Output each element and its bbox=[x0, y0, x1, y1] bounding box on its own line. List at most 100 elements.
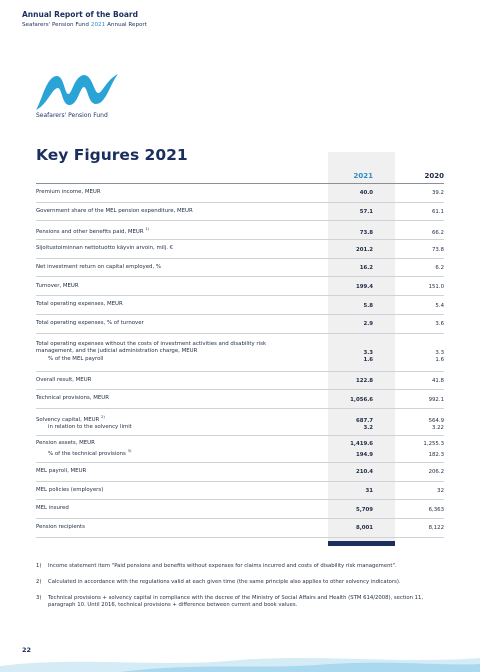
value-2021: 1,419.6 bbox=[350, 440, 373, 447]
column-header: 2020 bbox=[424, 172, 444, 180]
row-label: MEL policies (employers) bbox=[36, 487, 276, 494]
value-2020: 182.3 bbox=[428, 451, 444, 458]
label-text: Technical provisions, MEUR bbox=[36, 395, 109, 402]
header-rule bbox=[36, 183, 444, 184]
value-2020: 32 bbox=[437, 488, 444, 494]
row-line: Premium income, MEUR 40.0 39.2 bbox=[36, 189, 444, 196]
label-text: Pension assets, MEUR bbox=[36, 439, 95, 446]
row-line: Net investment return on capital employe… bbox=[36, 264, 444, 271]
row-line: in relation to the solvency limit 3.2 3.22 bbox=[36, 424, 444, 431]
value-2021: 40.0 bbox=[359, 190, 373, 197]
row-line: MEL insured 5,709 6,363 bbox=[36, 505, 444, 512]
subtitle-text: Annual Report bbox=[107, 22, 147, 28]
value-2021: 5.8 bbox=[363, 302, 373, 309]
header-title: Annual Report of the Board bbox=[22, 10, 138, 19]
label-text: Net investment return on capital employe… bbox=[36, 263, 162, 270]
row-label: Government share of the MEL pension expe… bbox=[36, 208, 276, 215]
row-label: MEL insured bbox=[36, 505, 276, 512]
table-row: MEL payroll, MEUR 210.4 206.2 bbox=[36, 463, 444, 482]
label-text: Total operating expenses, % of turnover bbox=[36, 320, 144, 327]
row-label: Overall result, MEUR bbox=[36, 377, 276, 384]
row-line: Sijoitustoiminnan nettotuotto käyvin arv… bbox=[36, 245, 444, 252]
row-label: Solvency capital, MEUR 2) bbox=[36, 413, 276, 424]
value-2021: 5,709 bbox=[355, 506, 373, 513]
column-header: 2021 bbox=[353, 172, 373, 180]
row-line: Pensions and other benefits paid, MEUR 1… bbox=[36, 225, 444, 236]
column-highlight bbox=[328, 152, 395, 544]
label-text: Total operating expenses, MEUR bbox=[36, 301, 123, 308]
header-subtitle: Seafarers' Pension Fund 2021 Annual Report bbox=[22, 22, 149, 28]
value-2021: 210.4 bbox=[355, 469, 373, 476]
row-line: Pension recipients 8,001 8,122 bbox=[36, 524, 444, 531]
value-2020: 39.2 bbox=[431, 190, 444, 197]
row-label: Pensions and other benefits paid, MEUR 1… bbox=[36, 225, 276, 236]
value-2020: 66.2 bbox=[431, 229, 444, 236]
value-2021: 3.2 bbox=[363, 424, 373, 431]
table-row: Pension assets, MEUR 1,419.6 1,255.3% of t… bbox=[36, 436, 444, 463]
label-text: Premium income, MEUR bbox=[36, 189, 101, 196]
table-row: Pensions and other benefits paid, MEUR 1… bbox=[36, 221, 444, 241]
row-label: Net investment return on capital employe… bbox=[36, 264, 276, 271]
row-line: Total operating expenses without the cos… bbox=[36, 341, 444, 355]
value-2020: 3.3 bbox=[435, 349, 444, 356]
value-2021: 2.9 bbox=[363, 321, 373, 328]
logo bbox=[36, 74, 118, 110]
table-row: Total operating expenses, MEUR 5.8 5.4 bbox=[36, 296, 444, 315]
label-text: Turnover, MEUR bbox=[36, 282, 79, 289]
logo-text: Seafarers' Pension Fund bbox=[36, 112, 108, 119]
value-2020: 151.0 bbox=[428, 283, 444, 290]
row-line: Total operating expenses, MEUR 5.8 5.4 bbox=[36, 301, 444, 308]
footnote: 1) Income statement item "Paid pensions a… bbox=[36, 563, 444, 570]
row-label: % of the MEL payroll bbox=[36, 356, 288, 363]
row-line: Total operating expenses, % of turnover 2… bbox=[36, 320, 444, 327]
value-2021: 194.9 bbox=[355, 451, 373, 458]
value-2021: 687.7 bbox=[355, 417, 373, 424]
row-line: Pension assets, MEUR 1,419.6 1,255.3 bbox=[36, 440, 444, 447]
label-text: Sijoitustoiminnan nettotuotto käyvin arv… bbox=[36, 245, 174, 252]
table-row: Total operating expenses, % of turnover 2… bbox=[36, 315, 444, 334]
label-text: MEL payroll, MEUR bbox=[36, 468, 87, 475]
row-line: % of the technical provisions 3) 194.9 182… bbox=[36, 447, 444, 458]
value-2020: 6.2 bbox=[435, 265, 444, 272]
row-label: Premium income, MEUR bbox=[36, 189, 276, 196]
row-line: MEL payroll, MEUR 210.4 206.2 bbox=[36, 468, 444, 475]
row-line: % of the MEL payroll 1.6 1.6 bbox=[36, 356, 444, 363]
label-text: MEL policies (employers) bbox=[36, 486, 104, 493]
table-row: Premium income, MEUR 40.0 39.2 bbox=[36, 184, 444, 203]
row-label: % of the technical provisions 3) bbox=[36, 447, 288, 458]
row-label: Pension assets, MEUR bbox=[36, 440, 276, 447]
row-label: MEL payroll, MEUR bbox=[36, 468, 276, 475]
footnote-text: Technical provisions + solvency capital … bbox=[48, 595, 424, 609]
row-line: Turnover, MEUR 199.4 151.0 bbox=[36, 283, 444, 290]
row-label: Total operating expenses without the cos… bbox=[36, 341, 276, 355]
row-label: Pension recipients bbox=[36, 524, 276, 531]
value-2020: 41.8 bbox=[431, 377, 444, 384]
footnote-number: 2) bbox=[36, 579, 42, 585]
table-row: MEL insured 5,709 6,363 bbox=[36, 500, 444, 519]
footnote-number: 3) bbox=[36, 595, 42, 601]
value-2020: 61.1 bbox=[431, 209, 444, 216]
page-number: 22 bbox=[22, 646, 32, 654]
label-text: Government share of the MEL pension expe… bbox=[36, 207, 193, 214]
value-2020: 992.1 bbox=[428, 396, 444, 403]
value-2020: 3.6 bbox=[435, 321, 444, 328]
table-row: Government share of the MEL pension expe… bbox=[36, 203, 444, 222]
row-label: Sijoitustoiminnan nettotuotto käyvin arv… bbox=[36, 245, 276, 252]
column-bar bbox=[328, 541, 395, 546]
subtitle-year: 2021 bbox=[90, 22, 106, 28]
subtitle-text: Seafarers' Pension Fund bbox=[22, 22, 89, 28]
row-line: Technical provisions, MEUR 1,056.6 992.1 bbox=[36, 395, 444, 402]
value-2020: 73.8 bbox=[431, 246, 444, 253]
value-2020: 564.9 bbox=[428, 417, 444, 424]
table-row: Total operating expenses without the cos… bbox=[36, 334, 444, 372]
value-2021: 73.8 bbox=[359, 229, 373, 236]
value-2021: 8,001 bbox=[355, 525, 373, 532]
value-2021: 122.8 bbox=[355, 377, 373, 384]
row-label: Technical provisions, MEUR bbox=[36, 395, 276, 402]
table-row: MEL policies (employers) 31 32 bbox=[36, 482, 444, 501]
page-title: Key Figures 2021 bbox=[36, 146, 188, 164]
value-2021: 57.1 bbox=[359, 209, 373, 216]
footnote: 3) Technical provisions + solvency capita… bbox=[36, 595, 444, 610]
value-2021: 1.6 bbox=[363, 356, 373, 363]
